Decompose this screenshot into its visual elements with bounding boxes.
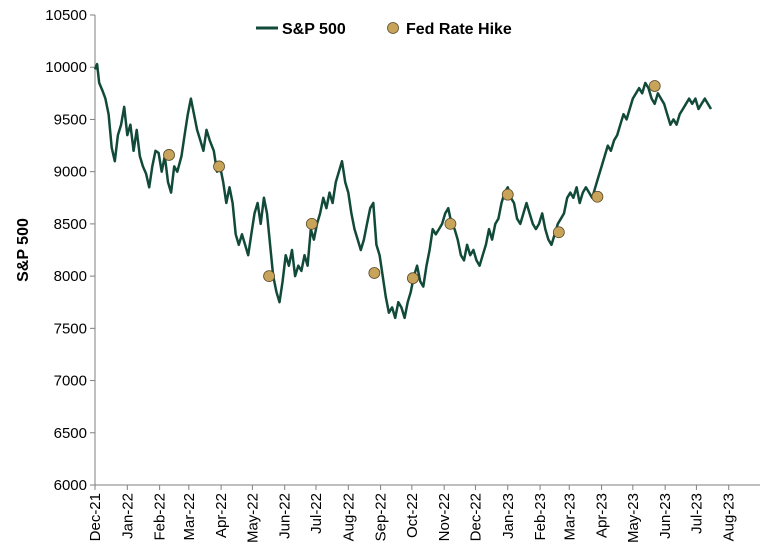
axes: 6000 6500 7000 7500 8000 8500 9000 9500 10000 105…	[45, 7, 760, 543]
x-tick-label: Aug-23	[721, 493, 738, 541]
x-tick-label: Sep-22	[373, 493, 390, 541]
x-tick-label: Jan-23	[500, 493, 517, 539]
y-tick-label: 9500	[54, 111, 87, 128]
legend-label-sp500: S&P 500	[282, 21, 346, 38]
x-tick-label: Jun-22	[277, 493, 294, 539]
x-tick-label: Dec-22	[467, 493, 484, 541]
y-tick-label: 10500	[45, 7, 87, 24]
legend-marker-swatch	[387, 22, 399, 34]
x-tick-label: Feb-23	[532, 493, 549, 541]
x-tick-label: Dec-21	[87, 493, 104, 541]
x-tick-label: Jul-23	[688, 493, 705, 534]
fed-rate-hike-marker	[501, 188, 514, 201]
fed-rate-hike-marker	[591, 190, 604, 203]
fed-rate-hike-marker	[163, 149, 175, 161]
x-tick-label: Jul-22	[308, 493, 325, 534]
sp500-line	[93, 62, 713, 320]
fed-rate-hike-marker	[305, 217, 318, 230]
x-tick-label: Oct-22	[404, 493, 421, 538]
fed-rate-hike-marker	[444, 217, 457, 230]
fed-rate-hike-marker	[552, 226, 565, 239]
fed-rate-hike-marker	[407, 272, 419, 285]
x-tick-label: Jan-22	[119, 493, 136, 539]
x-tick-label: Nov-22	[436, 493, 453, 541]
y-axis-title: S&P 500	[15, 218, 32, 282]
y-tick-label: 8500	[54, 216, 87, 233]
x-tick-label: Aug-22	[340, 493, 357, 541]
y-tick-label: 8000	[54, 268, 87, 285]
legend-label-fed-rate-hike: Fed Rate Hike	[406, 21, 512, 38]
legend: S&P 500 Fed Rate Hike	[256, 21, 512, 38]
x-tick-label: May-22	[244, 493, 261, 543]
y-tick-label: 6000	[54, 477, 87, 494]
x-tick-label: Mar-23	[561, 493, 578, 541]
fed-rate-hike-marker	[213, 160, 225, 173]
y-tick-label: 7500	[54, 320, 87, 337]
x-tick-label: Apr-23	[594, 493, 611, 538]
x-tick-label: May-23	[625, 493, 642, 543]
x-tick-label: Apr-22	[213, 493, 230, 538]
fed-rate-hike-marker	[368, 267, 381, 279]
x-tick-label: Jun-23	[657, 493, 674, 539]
x-tick-label: Feb-22	[152, 493, 169, 541]
y-tick-label: 9000	[54, 164, 87, 181]
y-tick-label: 6500	[54, 425, 87, 442]
fed-rate-hike-marker	[263, 270, 275, 283]
series-layer	[93, 62, 713, 320]
x-tick-label: Mar-22	[181, 493, 198, 541]
y-tick-label: 10000	[45, 59, 87, 76]
y-tick-label: 7000	[54, 373, 87, 390]
fed-rate-hike-marker	[648, 80, 661, 92]
